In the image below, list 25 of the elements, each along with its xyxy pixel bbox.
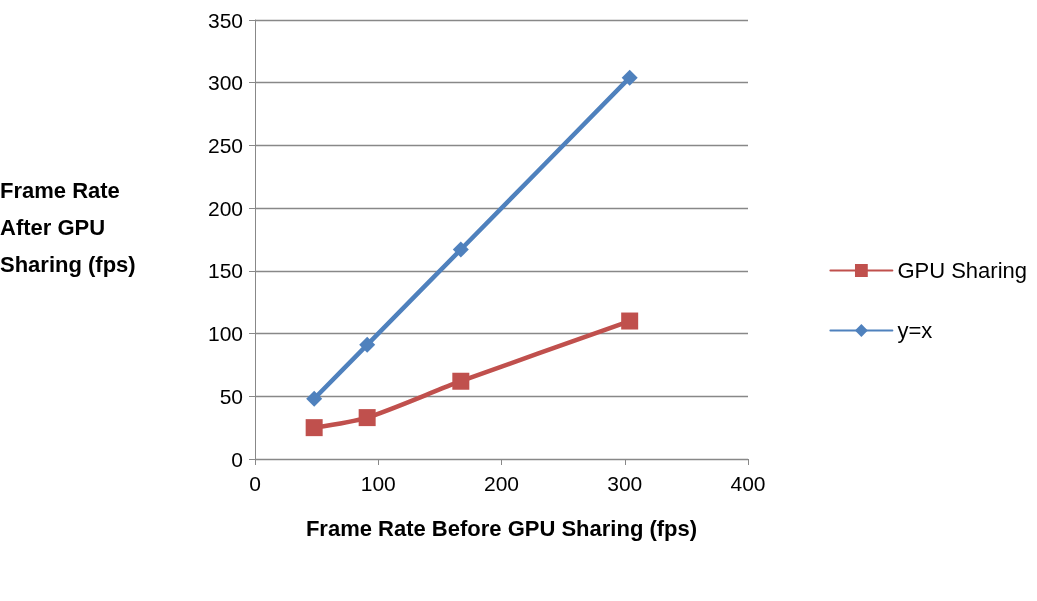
y-tick-label: 250	[207, 133, 243, 157]
point	[358, 409, 376, 427]
x-tick-label: 100	[360, 472, 396, 495]
x-tick-label: 200	[483, 472, 520, 495]
y-tick-label: 50	[219, 384, 243, 408]
point	[306, 390, 323, 407]
y-tick-label: 300	[207, 71, 243, 95]
x-tick-label: 0	[249, 472, 261, 495]
legend-label: GPU Sharing	[897, 258, 1028, 283]
y-tick-label: 350	[207, 8, 243, 32]
point	[452, 372, 470, 390]
point	[305, 419, 323, 437]
y-axis-title: Frame Rate After GPU Sharing (fps)	[0, 178, 136, 277]
legend-label: y=x	[897, 318, 933, 343]
y-tick-label: 200	[207, 196, 243, 220]
y-tick-label: 100	[207, 322, 243, 346]
x-tick-label: 300	[607, 472, 643, 495]
y-tick-label: 150	[207, 259, 243, 283]
x-tick-label: 400	[730, 472, 766, 495]
point	[621, 312, 639, 330]
y-tick-label: 0	[231, 447, 243, 471]
point	[359, 336, 376, 353]
x-axis-title: Frame Rate Before GPU Sharing (fps)	[305, 515, 698, 541]
point	[621, 69, 638, 86]
point	[452, 241, 469, 258]
